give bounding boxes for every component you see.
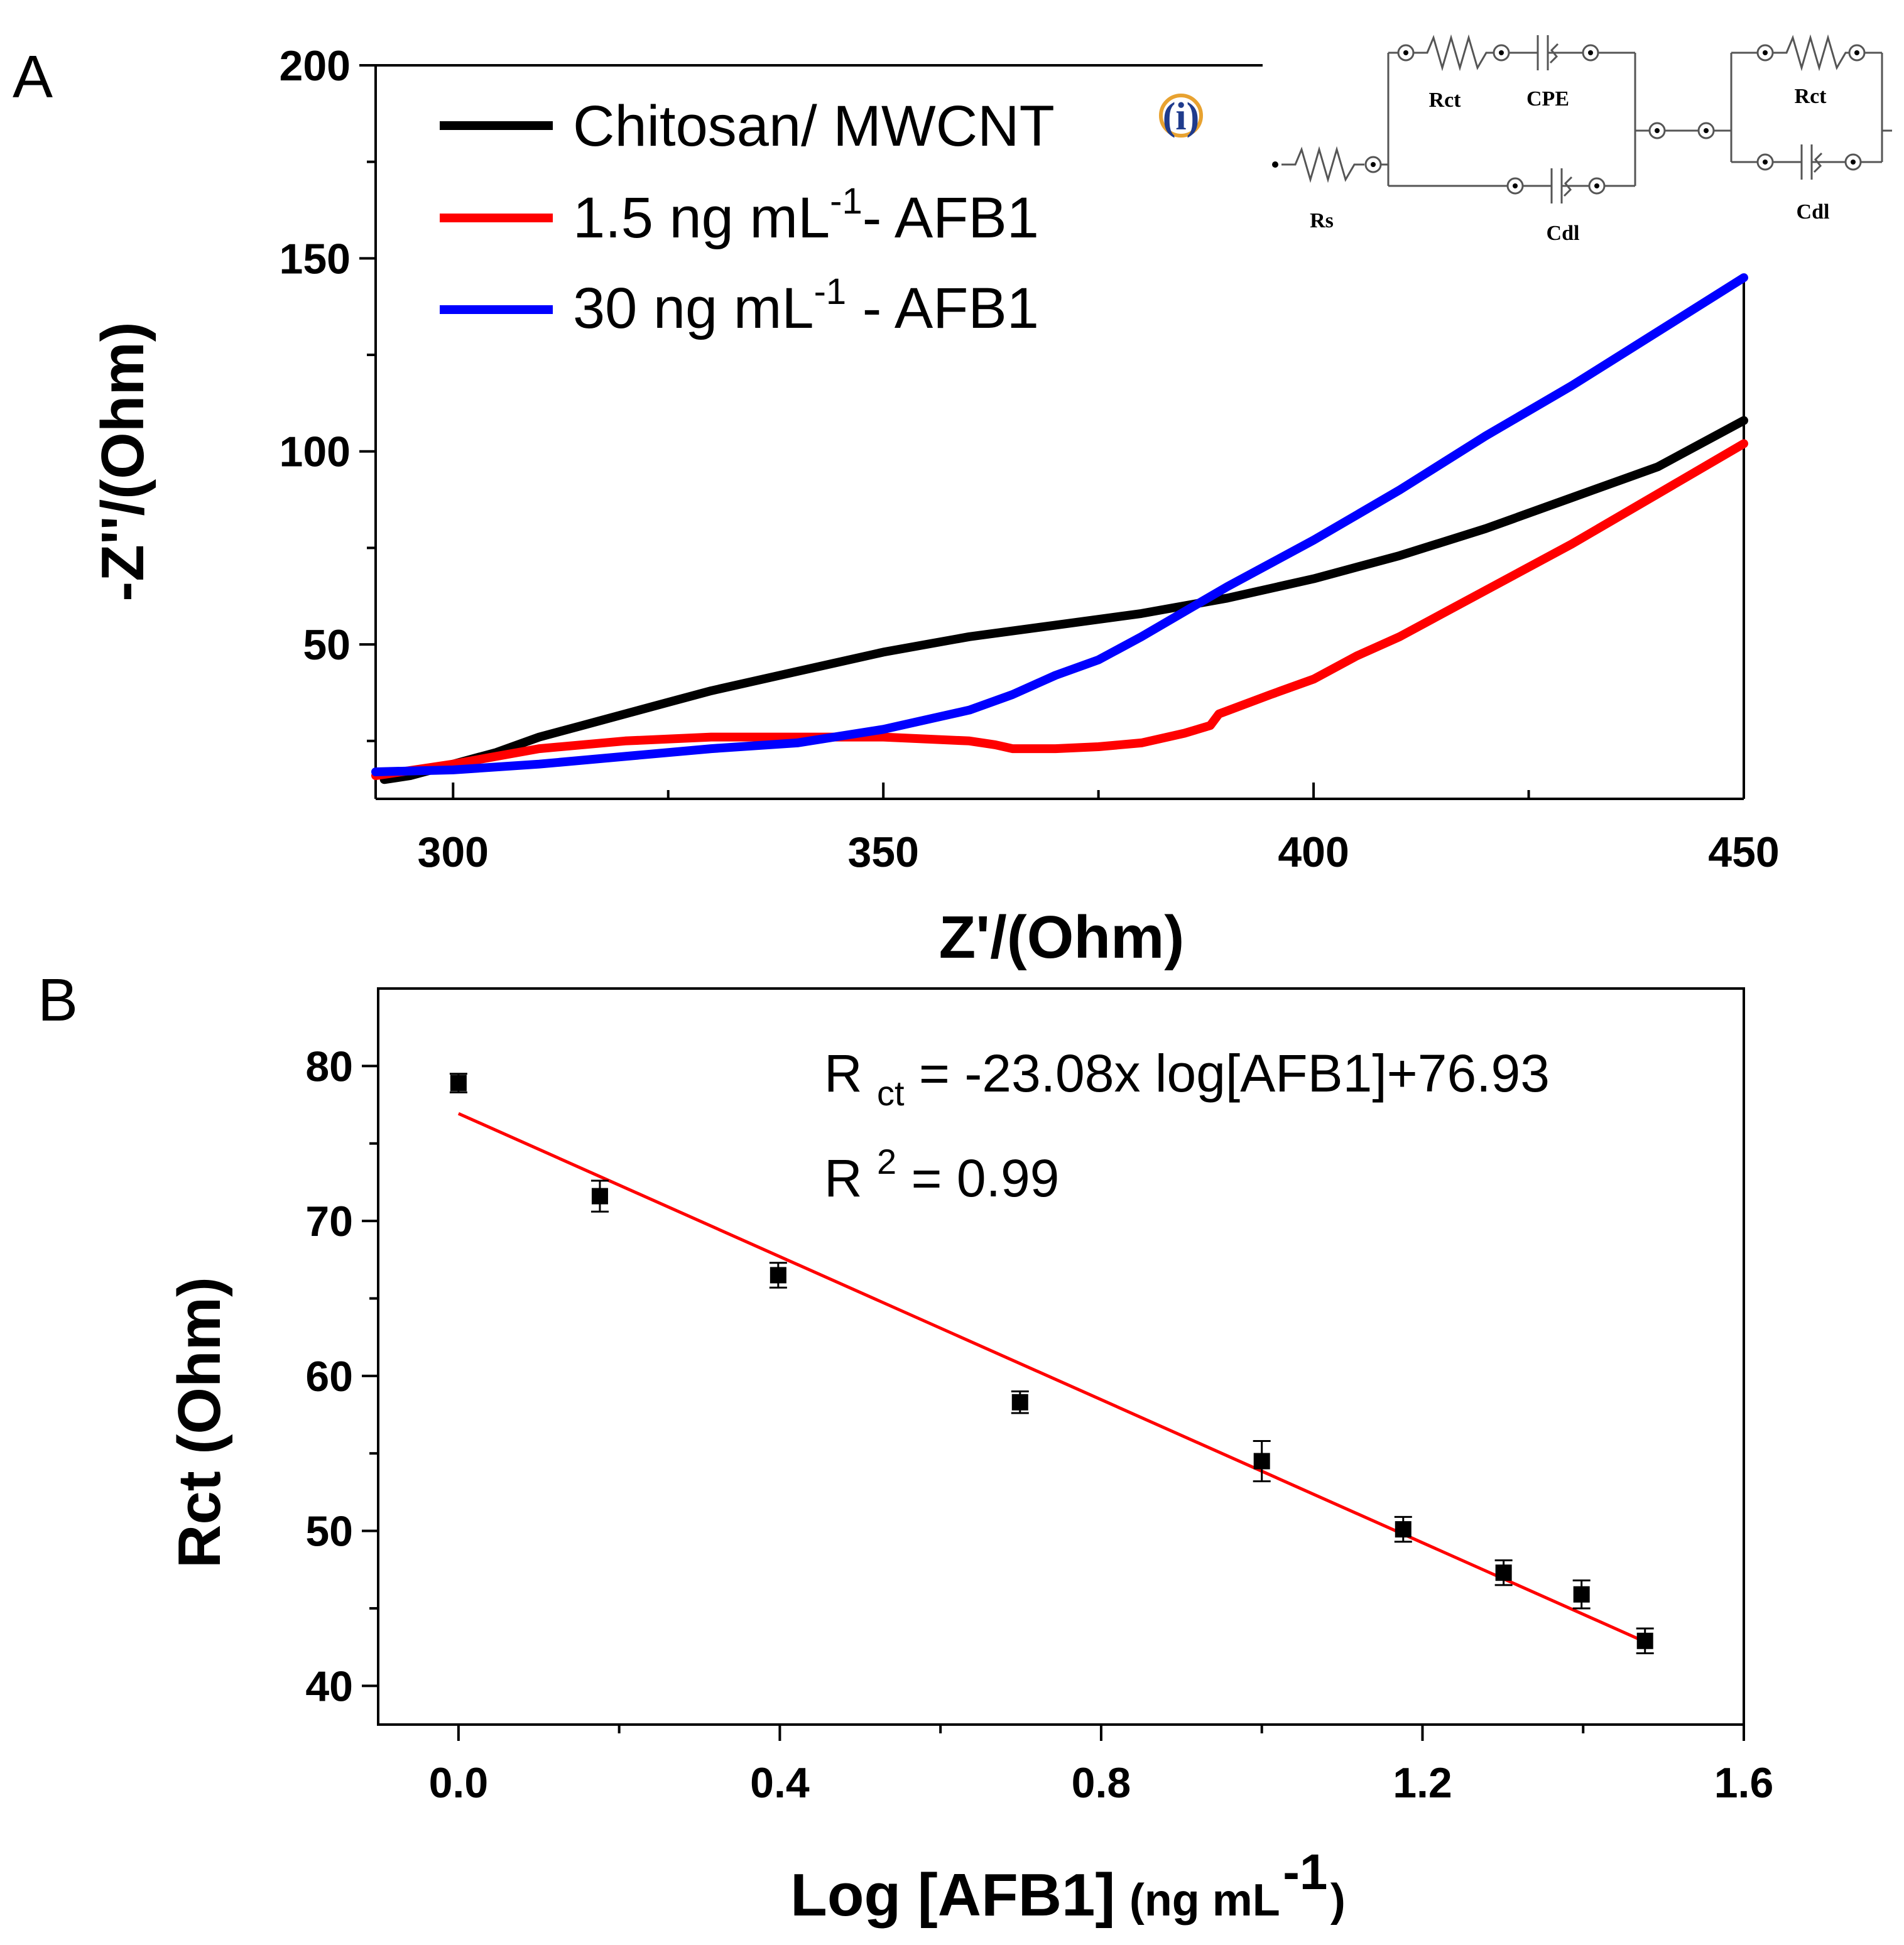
x-tick-label-b: 0.8 xyxy=(1072,1759,1131,1807)
circuit-node-dot xyxy=(1655,128,1660,133)
data-point xyxy=(591,1188,608,1205)
circuit-labels: Rct CPE Rs Cdl Rct Cdl xyxy=(1310,85,1829,245)
y-axis-title-a: -Z''/(Ohm) xyxy=(89,322,156,602)
circuit-node-dot xyxy=(1594,183,1599,188)
circuit-terminal xyxy=(1272,161,1278,168)
x-tick-label-a: 400 xyxy=(1278,828,1349,876)
plot-frame-b xyxy=(377,987,1745,1726)
circuit-node-dot xyxy=(1499,50,1504,55)
data-point xyxy=(770,1267,786,1284)
fit-equation-rest: = -23.08x log[AFB1]+76.93 xyxy=(919,1044,1550,1103)
y-tick-label-b: 60 xyxy=(305,1353,353,1401)
series-line-2 xyxy=(371,273,1748,776)
circuit-label-cdl-1: Cdl xyxy=(1547,222,1580,245)
panel-b: B Rct (Ohm) Log [AFB1] (ng mL -1 ) 0.0 0.… xyxy=(38,967,1773,1929)
panel-a: A -Z''/(Ohm) Z'/(Ohm) 300 350 400 450 50 100 1… xyxy=(13,34,1892,971)
circuit-rs-resistor xyxy=(1281,146,1364,183)
circuit-node-dot xyxy=(1763,160,1768,165)
series-line-0 xyxy=(379,416,1748,784)
legend-a: Chitosan/ MWCNT 1.5 ng mL-1- AFB1 30 ng … xyxy=(440,94,1055,340)
x-tick-label-a: 450 xyxy=(1708,828,1779,876)
data-point xyxy=(1395,1521,1412,1538)
circuit-node-dot xyxy=(1854,50,1859,55)
r-squared-rest: = 0.99 xyxy=(911,1149,1060,1208)
circuit-node-dot xyxy=(1704,128,1709,133)
y-tick-label-b: 70 xyxy=(305,1198,353,1245)
x-tick-label-b: 1.6 xyxy=(1714,1759,1774,1807)
y-tick-label-a: 100 xyxy=(280,428,351,476)
axes-a: 300 350 400 450 50 100 150 200 xyxy=(280,42,1780,876)
panel-label-b: B xyxy=(38,967,78,1034)
circuit-node-dot xyxy=(1371,162,1376,167)
fit-equation-sub: ct xyxy=(877,1073,905,1113)
inset-marker: (i) xyxy=(1159,94,1203,138)
legend-label-30ng: 30 ng mL-1 - AFB1 xyxy=(573,271,1039,340)
circuit-node-dot xyxy=(1403,50,1408,55)
r-squared-sup: 2 xyxy=(877,1142,896,1181)
x-tick-label-b: 1.2 xyxy=(1393,1759,1452,1807)
legend-label-1-5ng: 1.5 ng mL-1- AFB1 xyxy=(573,181,1039,250)
data-point xyxy=(1495,1564,1512,1581)
data-point xyxy=(1636,1632,1653,1649)
equivalent-circuit-inset xyxy=(1272,34,1892,203)
circuit-rct-resistor-2 xyxy=(1773,34,1849,72)
x-axis-title-b-close: ) xyxy=(1330,1875,1346,1926)
series-line-1 xyxy=(371,439,1748,781)
y-tick-label-b: 40 xyxy=(305,1662,353,1710)
x-axis-title-b-main: Log [AFB1] xyxy=(790,1861,1115,1929)
fit-equation: R ct = -23.08x log[AFB1]+76.93 xyxy=(824,1044,1550,1117)
x-tick-label-b: 0.0 xyxy=(429,1759,489,1807)
circuit-label-rct-1: Rct xyxy=(1429,89,1462,112)
x-tick-label-a: 350 xyxy=(847,828,918,876)
circuit-node-dot xyxy=(1513,183,1518,188)
fit-line xyxy=(457,1112,1646,1644)
r-squared-prefix: R xyxy=(824,1149,862,1208)
circuit-rct-resistor-1 xyxy=(1413,34,1494,72)
x-tick-label-a: 300 xyxy=(418,828,489,876)
circuit-label-rct-2: Rct xyxy=(1795,85,1827,108)
inset-marker-circle xyxy=(1159,94,1203,138)
y-tick-label-a: 200 xyxy=(280,42,351,90)
circuit-label-cpe: CPE xyxy=(1526,87,1569,111)
circuit-label-cdl-2: Cdl xyxy=(1797,200,1830,224)
x-tick-label-b: 0.4 xyxy=(750,1759,810,1807)
panel-label-a: A xyxy=(13,43,53,111)
y-tick-label-b: 80 xyxy=(305,1043,353,1090)
data-point xyxy=(450,1075,467,1092)
x-axis-title-b: Log [AFB1] (ng mL -1 ) xyxy=(790,1844,1346,1929)
plot-area-a xyxy=(371,273,1748,784)
r-squared: R 2 = 0.99 xyxy=(824,1126,1059,1208)
axes-b: 0.0 0.4 0.8 1.2 1.6 40 50 60 70 80 xyxy=(305,987,1774,1807)
y-tick-label-b: 50 xyxy=(305,1508,353,1556)
fit-equation-prefix: R xyxy=(824,1044,862,1103)
x-axis-title-b-sup: -1 xyxy=(1283,1844,1327,1900)
circuit-node-dot xyxy=(1763,50,1768,55)
data-point xyxy=(1573,1586,1590,1603)
y-tick-label-a: 50 xyxy=(303,621,351,669)
circuit-node-dot xyxy=(1851,160,1856,165)
plot-area-b xyxy=(449,1073,1654,1655)
data-point xyxy=(1011,1394,1028,1411)
x-axis-title-b-unit: (ng mL xyxy=(1129,1875,1280,1926)
data-point xyxy=(1253,1453,1270,1470)
y-axis-title-b: Rct (Ohm) xyxy=(166,1277,233,1568)
inset-marker-text: (i) xyxy=(1163,95,1200,138)
y-tick-label-a: 150 xyxy=(280,235,351,283)
x-axis-title-a: Z'/(Ohm) xyxy=(939,904,1185,971)
circuit-label-rs: Rs xyxy=(1310,209,1334,232)
circuit-node-dot xyxy=(1588,50,1593,55)
legend-label-chitosan: Chitosan/ MWCNT xyxy=(573,94,1055,158)
